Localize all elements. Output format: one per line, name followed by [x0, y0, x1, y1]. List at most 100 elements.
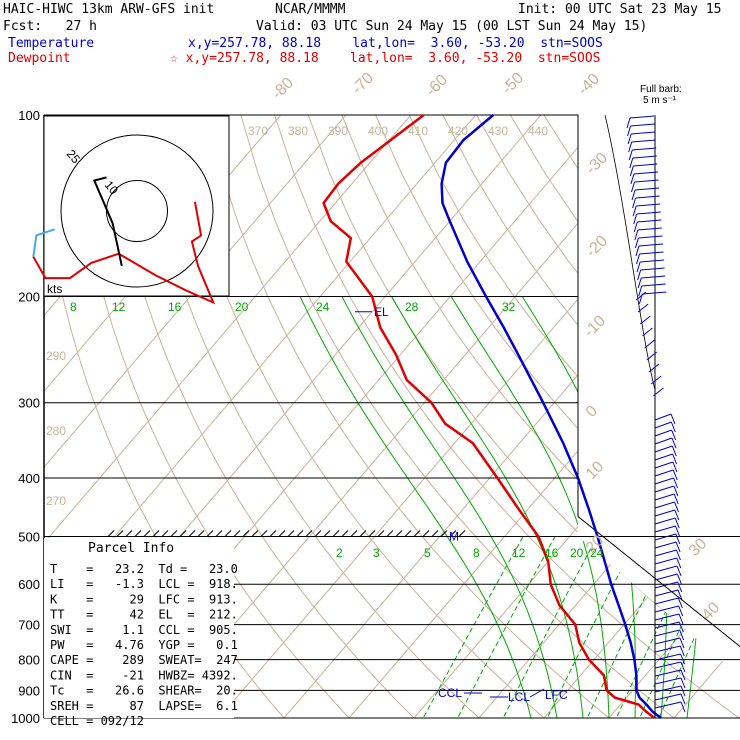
isotherm-tick-label: -20	[583, 232, 611, 260]
wind-column-guide	[604, 114, 656, 391]
wind-barb	[640, 259, 665, 263]
wind-barb	[642, 327, 653, 337]
dry-adiabat-line	[577, 115, 740, 718]
dewpoint-location: ☆ x,y=257.78, 88.18 lat,lon= 3.60, -53.2…	[170, 51, 601, 66]
wind-barb	[654, 517, 676, 525]
wind-barb	[654, 525, 676, 533]
parcel-info-box	[44, 538, 234, 718]
wind-barb	[639, 251, 664, 255]
wind-barb	[654, 605, 679, 613]
wind-barb-feather	[677, 597, 683, 609]
mixing-ratio-label: 12	[512, 546, 526, 560]
moist-adiabat-label: 8	[70, 300, 77, 314]
wind-barb-feather	[675, 533, 681, 545]
wind-barb-feather	[678, 613, 684, 625]
level-hatch	[287, 530, 295, 537]
parcel-info-row: TT = 42 EL = 212.	[50, 608, 238, 622]
dry-adiabat-line	[476, 115, 740, 718]
level-hatch	[404, 530, 412, 537]
level-hatch	[215, 530, 223, 537]
isotherm-tick-label: -10	[581, 312, 609, 340]
wind-barb-feather	[673, 477, 679, 489]
dry-adiabat-line	[442, 115, 740, 718]
level-hatch	[332, 530, 340, 537]
mixing-ratio-line	[610, 536, 703, 718]
wind-barb-feather	[673, 493, 679, 505]
moist-adiabat-label: 32	[502, 300, 516, 314]
init-time: Init: 00 UTC Sat 23 May 15	[518, 2, 722, 17]
level-hatch	[143, 530, 151, 537]
mixing-ratio-label: 20	[570, 546, 584, 560]
pressure-tick-label: 400	[18, 471, 40, 486]
theta-side-label: 290	[46, 349, 66, 363]
dry-adiabat-line	[375, 115, 740, 718]
wind-barb	[654, 565, 678, 573]
theta-tick-label: 390	[328, 124, 348, 138]
wind-barb	[633, 163, 658, 167]
isotherm-tick-label: 10	[583, 458, 608, 483]
parcel-info-row: CAPE = 289 SWEAT= 247	[50, 653, 238, 667]
wind-barb-feather	[631, 189, 636, 201]
theta-tick-label: 440	[528, 124, 548, 138]
dry-adiabat-line	[711, 115, 740, 718]
pressure-tick-label: 300	[18, 396, 40, 411]
wind-barb	[654, 485, 675, 493]
level-hatch	[395, 530, 403, 537]
forecast-hour: Fcst: 27 h	[3, 19, 97, 34]
mixing-ratio-label: 3	[373, 546, 380, 560]
level-hatch	[296, 530, 304, 537]
wind-barb	[635, 291, 647, 301]
wind-barb-feather	[673, 485, 679, 497]
pressure-tick-label: 1000	[11, 711, 40, 726]
wind-barb	[654, 701, 682, 709]
level-hatch	[197, 530, 205, 537]
wind-barb	[654, 461, 674, 469]
moist-adiabat-line	[685, 296, 708, 718]
wind-barb	[640, 315, 651, 325]
wind-barb-feather	[680, 685, 686, 697]
wind-barb-feather	[674, 501, 679, 513]
wind-barb	[638, 243, 664, 247]
level-hatch	[458, 530, 466, 537]
level-hatch	[440, 530, 448, 537]
parcel-info-row: SWI = 1.1 CCL = 905.	[50, 623, 238, 637]
wind-barb	[654, 437, 673, 445]
wind-barb	[654, 589, 679, 597]
pressure-tick-label: 200	[18, 290, 40, 305]
moist-adiabat-label: 24	[316, 300, 330, 314]
isotherm-tick-label: 0	[583, 402, 601, 420]
level-hatch	[179, 530, 187, 537]
parcel-info-row: Tc = 26.6 SHEAR= 20.	[50, 684, 238, 698]
wind-barb-feather	[632, 205, 637, 217]
hodograph-trace-mid	[32, 201, 216, 305]
wind-barb-feather	[677, 581, 683, 593]
wind-barb	[654, 453, 673, 461]
wind-barb	[631, 139, 656, 143]
wind-barb	[642, 291, 667, 295]
parcel-info-row: CIN = -21 HWBZ= 4392.	[50, 668, 238, 682]
wind-barb-feather	[679, 645, 685, 657]
dry-adiabat-line	[644, 115, 740, 718]
wind-barb	[631, 131, 656, 135]
lfc-marker-line	[529, 688, 545, 698]
moist-adiabat-label: 20	[235, 300, 249, 314]
mixing-ratio-line	[450, 536, 556, 718]
wind-barb	[654, 693, 682, 701]
wind-barb-feather	[633, 221, 638, 233]
theta-side-label: 280	[46, 424, 66, 438]
wind-barb	[654, 541, 677, 549]
dry-adiabat-line	[139, 115, 494, 718]
wind-barb-feather	[635, 245, 640, 257]
wind-barb-feather	[626, 117, 631, 129]
level-hatch	[107, 530, 115, 537]
level-hatch	[161, 530, 169, 537]
wind-barb-feather	[679, 629, 685, 641]
isotherm-line	[207, 115, 737, 718]
wind-barb	[638, 235, 663, 239]
wind-barb	[654, 573, 678, 581]
hodograph-trace-upper	[92, 176, 123, 267]
wind-barb-feather	[678, 621, 684, 633]
mixing-ratio-line	[580, 536, 676, 718]
wind-barb-feather	[672, 453, 678, 465]
